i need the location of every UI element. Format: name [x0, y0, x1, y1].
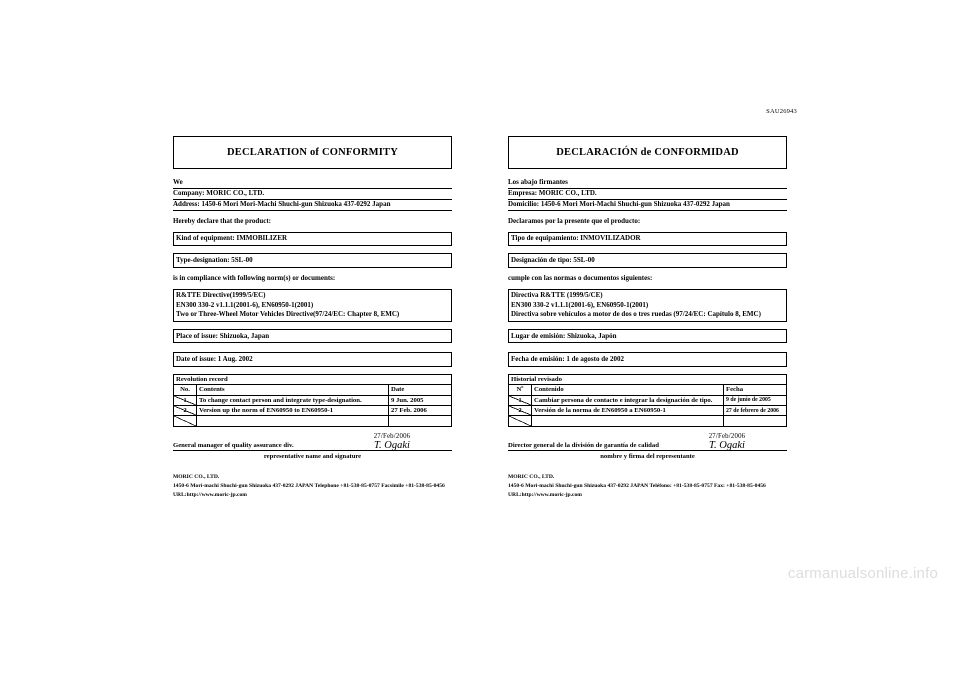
rev-hd-contents-es: Contenido [532, 385, 724, 395]
rev-hd-no-es: Nº [509, 385, 532, 395]
rev-1-d-es: 9 de junio de 2005 [724, 395, 787, 405]
company-en: Company: MORIC CO., LTD. [173, 189, 452, 200]
address-es: Domicilio: 1450-6 Mori Mori-Machi Shuchi… [508, 200, 787, 211]
footer-en-2: 1450-6 Mori-machi Shuchi-gun Shizuoka 43… [173, 482, 452, 491]
rev-1-d-en: 9 Jun. 2005 [389, 395, 452, 405]
date-es: Fecha de emisión: 1 de agosto de 2002 [508, 352, 787, 366]
declare-en: Hereby declare that the product: [173, 211, 452, 227]
table-row: 1 To change contact person and integrate… [174, 395, 452, 405]
role-en: General manager of quality assurance div… [173, 442, 328, 449]
declaration-pair: DECLARATION of CONFORMITY We Company: MO… [173, 136, 787, 500]
watermark: carmanualsonline.info [788, 565, 938, 582]
hand-signature-en: T. Ogaki [374, 441, 410, 450]
signature-right-en: 27/Feb/2006 T. Ogaki [332, 433, 452, 449]
panel-english: DECLARATION of CONFORMITY We Company: MO… [173, 136, 452, 500]
place-en: Place of issue: Shizuoka, Japan [173, 329, 452, 343]
footer-en-1: MORIC CO., LTD. [173, 473, 452, 482]
date-en: Date of issue: 1 Aug. 2002 [173, 352, 452, 366]
rev-hd-date-es: Fecha [724, 385, 787, 395]
rep-en: representative name and signature [173, 453, 452, 460]
revision-table-es: Historial revisado Nº Contenido Fecha 1 … [508, 374, 787, 427]
we-es: Los abajo firmantes [508, 178, 787, 189]
we-en: We [173, 178, 452, 189]
kind-en: Kind of equipment: IMMOBILIZER [173, 232, 452, 246]
table-row: 2 Version up the norm of EN60950 to EN60… [174, 406, 452, 416]
rev-2-d-es: 27 de febrero de 2006 [724, 406, 787, 416]
address-en: Address: 1450-6 Mori Mori-Machi Shuchi-g… [173, 200, 452, 211]
rev-3-d-es [724, 416, 787, 426]
norms-en-2: EN300 330-2 v1.1.1(2001-6), EN60950-1(20… [176, 301, 449, 310]
compliance-en: is in compliance with following norm(s) … [173, 268, 452, 284]
rev-1-no-es: 1 [509, 395, 532, 405]
footer-es: MORIC CO., LTD. 1450-6 Mori-machi Shuchi… [508, 473, 787, 500]
declare-es: Declaramos por la presente que el produc… [508, 211, 787, 227]
revision-table-en: Revolution record No. Contents Date 1 To… [173, 374, 452, 427]
title-en: DECLARATION of CONFORMITY [173, 136, 452, 169]
norms-en-1: R&TTE Directive(1999/5/EC) [176, 291, 449, 300]
page: SAU26943 DECLARATION of CONFORMITY We Co… [0, 0, 960, 678]
footer-es-3: URL:http://www.moric-jp.com [508, 491, 787, 500]
rev-3-no-es [509, 416, 532, 426]
role-es: Director general de la división de garan… [508, 442, 663, 449]
norms-en: R&TTE Directive(1999/5/EC) EN300 330-2 v… [173, 289, 452, 322]
hand-date-en: 27/Feb/2006 [374, 433, 411, 440]
rev-3-c-es [532, 416, 724, 426]
table-row [509, 416, 787, 426]
compliance-es: cumple con las normas o documentos sigui… [508, 268, 787, 284]
rev-2-no-es: 2 [509, 406, 532, 416]
hand-signature-es: T. Ogaki [709, 441, 745, 450]
rev-hd-contents-en: Contents [197, 385, 389, 395]
table-row: 2 Versión de la norma de EN60950 a EN609… [509, 406, 787, 416]
footer-en-3: URL:http://www.moric-jp.com [173, 491, 452, 500]
block-company-en: We Company: MORIC CO., LTD. Address: 145… [173, 178, 452, 211]
rev-3-no-en [174, 416, 197, 426]
place-es: Lugar de emisión: Shizuoka, Japón [508, 329, 787, 343]
rev-3-d-en [389, 416, 452, 426]
hand-date-es: 27/Feb/2006 [709, 433, 746, 440]
block-company-es: Los abajo firmantes Empresa: MORIC CO., … [508, 178, 787, 211]
table-row: 1 Cambiar persona de contacto e integrar… [509, 395, 787, 405]
signature-area-es: Director general de la división de garan… [508, 431, 787, 451]
rev-2-d-en: 27 Feb. 2006 [389, 406, 452, 416]
norms-es-2: EN300 330-2 v1.1.1(2001-6), EN60950-1(20… [511, 301, 784, 310]
norms-es-1: Directiva R&TTE (1999/5/CE) [511, 291, 784, 300]
footer-es-2: 1450-6 Mori-machi Shuchi-gun Shizuoka 43… [508, 482, 787, 491]
company-es: Empresa: MORIC CO., LTD. [508, 189, 787, 200]
footer-es-1: MORIC CO., LTD. [508, 473, 787, 482]
signature-right-es: 27/Feb/2006 T. Ogaki [667, 433, 787, 449]
rev-1-c-es: Cambiar persona de contacto e integrar l… [532, 395, 724, 405]
rev-title-es: Historial revisado [509, 374, 787, 384]
rev-3-c-en [197, 416, 389, 426]
footer-en: MORIC CO., LTD. 1450-6 Mori-machi Shuchi… [173, 473, 452, 500]
rep-es: nombre y firma del representante [508, 453, 787, 460]
rev-1-no-en: 1 [174, 395, 197, 405]
norms-en-3: Two or Three-Wheel Motor Vehicles Direct… [176, 310, 449, 319]
rev-2-c-es: Versión de la norma de EN60950 a EN60950… [532, 406, 724, 416]
table-row [174, 416, 452, 426]
rev-1-c-en: To change contact person and integrate t… [197, 395, 389, 405]
norms-es: Directiva R&TTE (1999/5/CE) EN300 330-2 … [508, 289, 787, 322]
rev-2-c-en: Version up the norm of EN60950 to EN6095… [197, 406, 389, 416]
norms-es-3: Directiva sobre vehículos a motor de dos… [511, 310, 784, 319]
doc-code: SAU26943 [766, 108, 797, 115]
type-es: Designación de tipo: 5SL-00 [508, 253, 787, 267]
kind-es: Tipo de equipamiento: INMOVILIZADOR [508, 232, 787, 246]
signature-area-en: General manager of quality assurance div… [173, 431, 452, 451]
rev-hd-no-en: No. [174, 385, 197, 395]
rev-title-en: Revolution record [174, 374, 452, 384]
type-en: Type-designation: 5SL-00 [173, 253, 452, 267]
title-es: DECLARACIÓN de CONFORMIDAD [508, 136, 787, 169]
panel-spanish: DECLARACIÓN de CONFORMIDAD Los abajo fir… [508, 136, 787, 500]
rev-hd-date-en: Date [389, 385, 452, 395]
rev-2-no-en: 2 [174, 406, 197, 416]
